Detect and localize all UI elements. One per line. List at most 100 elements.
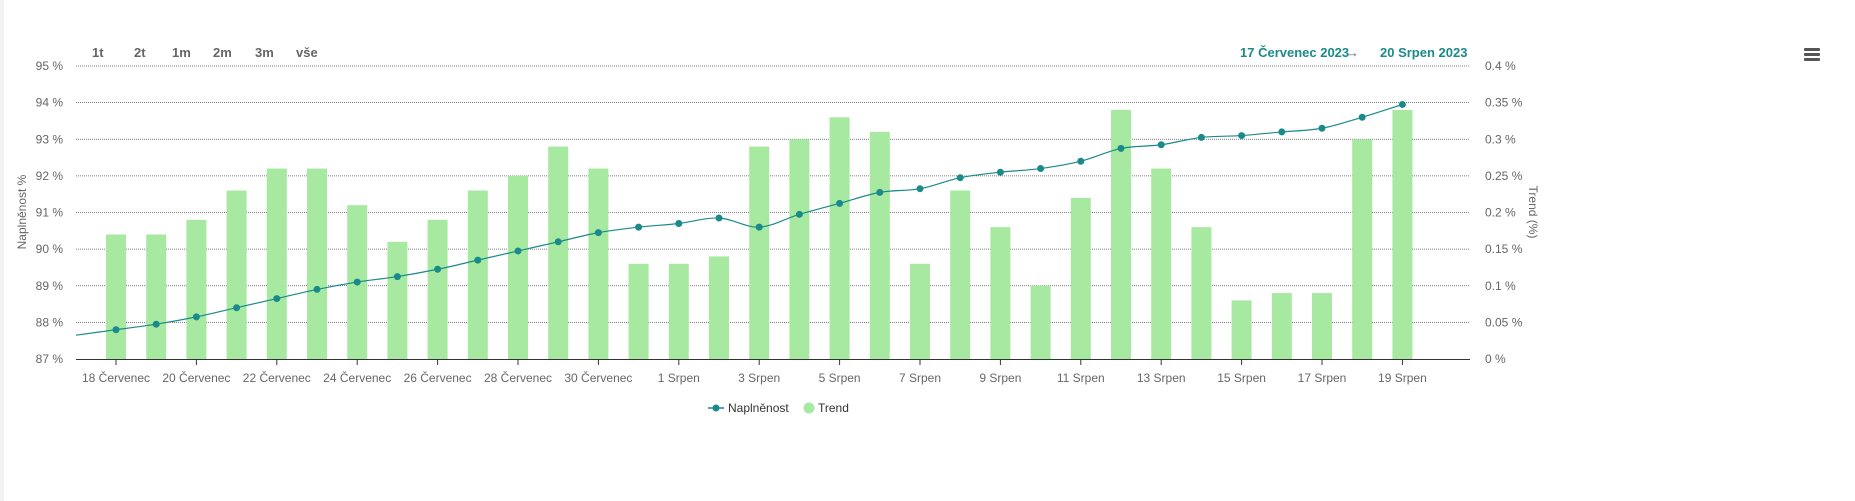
x-tick-label: 1 Srpen (658, 371, 700, 385)
trend-bar (1231, 300, 1252, 359)
legend-item-bar[interactable]: Trend (803, 401, 849, 415)
y-right-tick-label: 0.3 % (1485, 132, 1516, 146)
date-from[interactable]: 17 Červenec 2023 (1240, 45, 1350, 60)
naplnenost-point (836, 199, 844, 207)
naplnenost-point (353, 278, 361, 286)
trend-bar (226, 190, 247, 359)
trend-bar (789, 139, 810, 359)
y-right-tick-label: 0.25 % (1485, 169, 1523, 183)
fill-line (75, 100, 1406, 336)
trend-bar (548, 146, 569, 359)
legend-item-line[interactable]: Naplněnost (708, 401, 789, 415)
trend-bar (146, 234, 167, 359)
naplnenost-point (675, 219, 683, 227)
x-tick-label: 5 Srpen (819, 371, 861, 385)
zoom-2t-button[interactable]: 2t (134, 45, 146, 60)
x-tick-label: 28 Červenec (484, 370, 552, 385)
y-right-title: Trend (%) (1526, 186, 1540, 239)
legend: Naplněnost Trend (708, 401, 849, 415)
naplnenost-point (1077, 157, 1085, 165)
legend-label-line: Naplněnost (728, 401, 789, 415)
naplnenost-point (1278, 128, 1286, 136)
y-right-tick-label: 0 % (1485, 352, 1506, 366)
naplnenost-point (1197, 133, 1205, 141)
trend-bar (387, 241, 408, 359)
zoom-all-button[interactable]: vše (296, 45, 318, 60)
naplnenost-point (112, 326, 120, 334)
trend-bar (307, 168, 327, 359)
x-tick-label: 17 Srpen (1298, 371, 1347, 385)
naplnenost-point (795, 210, 803, 218)
trend-bar (467, 190, 488, 359)
x-tick-label: 24 Červenec (323, 370, 391, 385)
trend-bar (588, 168, 609, 359)
x-tick-label: 30 Červenec (564, 370, 632, 385)
y-left-tick-label: 95 % (36, 59, 64, 73)
trend-bar (1191, 227, 1212, 359)
x-tick-label: 19 Srpen (1378, 371, 1427, 385)
axes: 87 % 0 % 88 % 0.05 % 89 % 0.1 % 90 % 0.15 % 91 %… (36, 59, 1523, 385)
naplnenost-point (313, 285, 321, 293)
date-to[interactable]: 20 Srpen 2023 (1380, 45, 1468, 60)
x-tick-label: 20 Červenec (162, 370, 230, 385)
trend-bar (749, 146, 770, 359)
x-tick-label: 7 Srpen (899, 371, 941, 385)
naplnenost-point (876, 188, 884, 196)
y-left-tick-label: 87 % (36, 352, 64, 366)
trend-bar (1111, 109, 1131, 359)
naplnenost-point (1117, 144, 1125, 152)
trend-bar (1271, 293, 1292, 359)
naplnenost-point (594, 229, 602, 237)
x-tick-label: 11 Srpen (1057, 371, 1105, 385)
trend-bar (709, 256, 729, 359)
x-tick-label: 13 Srpen (1137, 371, 1186, 385)
y-right-tick-label: 0.05 % (1485, 315, 1523, 329)
trend-bar (1312, 293, 1332, 359)
y-left-tick-label: 91 % (36, 206, 64, 220)
y-left-tick-label: 90 % (36, 242, 64, 256)
trend-bar (1030, 285, 1051, 359)
naplnenost-point (1157, 141, 1165, 149)
trend-bar (508, 175, 528, 359)
naplnenost-point (434, 265, 442, 273)
trend-bar (668, 263, 689, 359)
naplnenost-point (554, 238, 562, 246)
naplnenost-point (393, 273, 401, 281)
hamburger-menu-icon[interactable] (1804, 48, 1820, 63)
naplnenost-point (755, 223, 763, 231)
naplnenost-point (192, 313, 200, 321)
y-left-tick-label: 93 % (36, 132, 64, 146)
y-right-tick-label: 0.35 % (1485, 96, 1523, 110)
trend-bar (990, 227, 1011, 359)
trend-bar (1392, 109, 1413, 359)
x-tick-label: 18 Červenec (82, 370, 150, 385)
trend-bar (1070, 197, 1091, 359)
naplnenost-point (1358, 113, 1366, 121)
naplnenost-point (956, 174, 964, 182)
date-arrow: → (1346, 45, 1359, 60)
zoom-2m-button[interactable]: 2m (213, 45, 232, 60)
y-left-title: Naplněnost % (15, 174, 29, 249)
trend-bar (628, 263, 649, 359)
naplnenost-point (152, 320, 160, 328)
x-tick-label: 15 Srpen (1217, 371, 1266, 385)
y-right-tick-label: 0.2 % (1485, 206, 1516, 220)
naplnenost-point (1398, 100, 1406, 108)
trend-bar (1352, 139, 1373, 359)
naplnenost-point (1318, 124, 1326, 132)
trend-bar (186, 219, 207, 359)
naplnenost-point (916, 185, 924, 193)
trend-bar (950, 190, 971, 359)
y-left-tick-label: 88 % (36, 315, 64, 329)
zoom-3m-button[interactable]: 3m (255, 45, 274, 60)
zoom-1m-button[interactable]: 1m (172, 45, 191, 60)
trend-bar (1151, 168, 1172, 359)
legend-label-bar: Trend (818, 401, 849, 415)
y-right-tick-label: 0.4 % (1485, 59, 1516, 73)
naplnenost-point (1037, 165, 1045, 173)
naplnenost-line (75, 103, 1403, 336)
y-right-tick-label: 0.15 % (1485, 242, 1523, 256)
y-left-tick-label: 92 % (36, 169, 64, 183)
naplnenost-point (996, 168, 1004, 176)
zoom-1t-button[interactable]: 1t (92, 45, 104, 60)
